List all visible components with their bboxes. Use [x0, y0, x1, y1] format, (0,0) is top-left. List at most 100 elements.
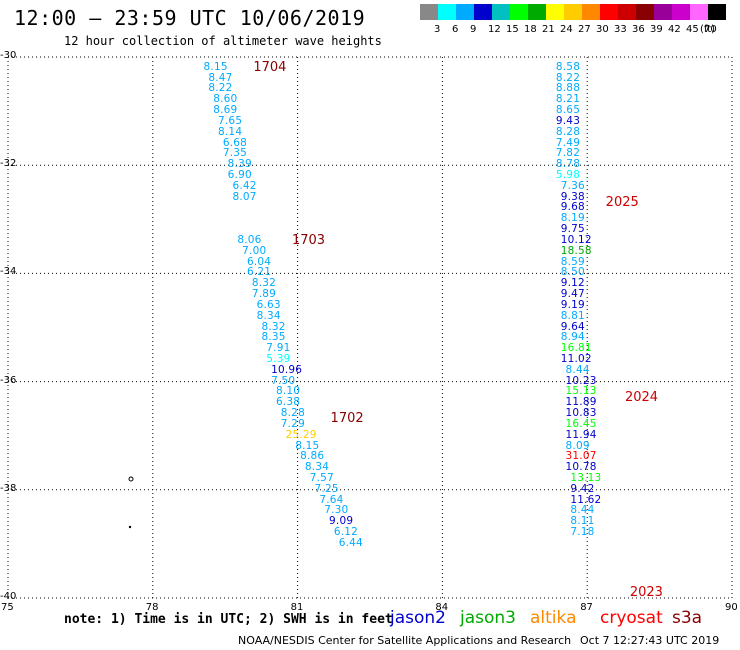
wave-height-value: 7.65	[218, 114, 243, 127]
pass-label: 1704	[253, 59, 287, 75]
wave-height-value: 9.68	[560, 201, 585, 214]
wave-height-value: 8.11	[570, 515, 595, 528]
wave-height-value: 8.94	[560, 331, 585, 344]
wave-height-value: 7.29	[280, 417, 305, 430]
wave-height-value: 7.64	[319, 493, 344, 506]
legend-swatch	[708, 4, 726, 20]
legend-swatch	[528, 4, 546, 20]
legend-tick: 24	[560, 24, 573, 35]
y-tick-label: -40	[0, 591, 17, 602]
wave-height-value: 11.02	[560, 352, 592, 365]
wave-height-value: 8.34	[304, 461, 330, 474]
wave-height-value: 7.30	[324, 504, 349, 517]
legend-tick: 30	[596, 24, 609, 35]
wave-height-value: 25.29	[285, 428, 317, 441]
legend-tick: 42	[668, 24, 681, 35]
legend-swatch	[546, 4, 564, 20]
wave-height-value: 7.35	[222, 147, 248, 160]
wave-height-value: 8.28	[555, 125, 581, 138]
legend-swatch	[690, 4, 708, 20]
wave-height-value: 6.63	[256, 298, 281, 311]
pass-label: 2024	[624, 389, 659, 405]
wave-height-value: 6.68	[222, 136, 248, 149]
wave-height-value: 10.12	[560, 233, 592, 246]
wave-height-value: 8.22	[555, 71, 581, 84]
wave-height-value: 5.39	[266, 352, 291, 365]
wave-height-value: 9.75	[560, 223, 585, 236]
wave-height-value: 8.28	[280, 407, 305, 420]
wave-height-value: 8.15	[203, 60, 228, 73]
wave-height-value: 8.15	[295, 439, 320, 452]
legend-tick: 33	[614, 24, 627, 35]
y-tick-label: -34	[0, 266, 17, 278]
wave-height-value: 8.35	[261, 331, 286, 344]
x-tick-label: 87	[580, 602, 593, 613]
wave-height-value: 18.58	[560, 244, 592, 257]
wave-height-value: 8.21	[555, 93, 581, 106]
coastline-marks	[128, 476, 134, 529]
wave-height-value: 8.10	[275, 385, 301, 398]
wave-height-value: 8.09	[565, 439, 590, 452]
y-tick-label: -36	[0, 374, 17, 386]
legend-tick: 39	[650, 24, 663, 35]
legend-swatch	[510, 4, 528, 20]
wave-height-value: 13.13	[570, 471, 602, 484]
legend-swatch	[600, 4, 618, 20]
wave-height-value: 8.69	[213, 104, 238, 117]
wave-height-value: 6.04	[246, 255, 272, 268]
wave-height-value: 15.13	[565, 385, 597, 398]
wave-height-value: 7.49	[555, 136, 581, 149]
legend-swatch	[564, 4, 582, 20]
wave-height-value: 8.60	[213, 93, 238, 106]
wave-height-value: 8.39	[227, 158, 252, 171]
wave-height-value: 8.32	[251, 277, 276, 290]
legend-tick: 21	[542, 24, 555, 35]
wave-height-value: 10.78	[565, 461, 597, 474]
legend-tick: 18	[524, 24, 537, 35]
wave-height-value: 8.19	[560, 212, 585, 225]
wave-height-value: 7.82	[555, 147, 581, 160]
x-tick-label: 90	[725, 602, 738, 613]
legend-swatch	[672, 4, 690, 20]
satellite-label-cryosat: cryosat	[600, 608, 663, 628]
satellite-label-s3a: s3a	[672, 608, 703, 628]
wave-height-value: 10.96	[271, 363, 303, 376]
legend-unit: (ft)	[700, 24, 716, 35]
wave-height-value: 8.81	[560, 309, 585, 322]
wave-height-value: 6.12	[333, 526, 359, 539]
wave-height-value: 7.18	[570, 526, 595, 539]
wave-height-value: 6.21	[246, 266, 272, 279]
wave-height-plot	[7, 56, 733, 599]
wave-height-value: 8.78	[555, 158, 581, 171]
page-title: 12:00 – 23:59 UTC 10/06/2019	[14, 6, 366, 30]
page-subtitle: 12 hour collection of altimeter wave hei…	[64, 34, 382, 48]
wave-height-value: 9.12	[560, 277, 585, 290]
legend-tick: 9	[470, 24, 477, 35]
wave-height-value: 8.47	[208, 71, 233, 84]
plot-grid	[7, 56, 733, 599]
legend-tick: 70	[704, 24, 717, 35]
wave-height-value: 11.94	[565, 428, 597, 441]
legend-swatch	[654, 4, 672, 20]
wave-height-value: 31.07	[565, 450, 597, 463]
legend-tick: 6	[452, 24, 459, 35]
wave-height-value: 9.47	[560, 288, 585, 301]
plot-note: note: 1) Time is in UTC; 2) SWH is in fe…	[64, 612, 393, 627]
legend-swatch	[420, 4, 438, 20]
wave-height-value: 8.34	[256, 309, 281, 322]
wave-height-value: 7.25	[314, 482, 339, 495]
wave-height-value: 8.65	[555, 104, 581, 117]
legend-swatch	[438, 4, 456, 20]
legend-swatch	[492, 4, 510, 20]
legend-swatch	[636, 4, 654, 20]
wave-height-value: 7.57	[309, 471, 334, 484]
wave-height-value: 6.44	[338, 536, 363, 549]
legend-swatch	[618, 4, 636, 20]
wave-height-value: 8.86	[300, 450, 325, 463]
wave-height-value: 7.00	[242, 244, 267, 257]
island-mark	[128, 476, 134, 482]
wave-height-value: 10.83	[565, 407, 597, 420]
legend-swatch	[474, 4, 492, 20]
y-tick-label: -30	[0, 50, 17, 61]
wave-height-value: 9.38	[560, 190, 585, 203]
